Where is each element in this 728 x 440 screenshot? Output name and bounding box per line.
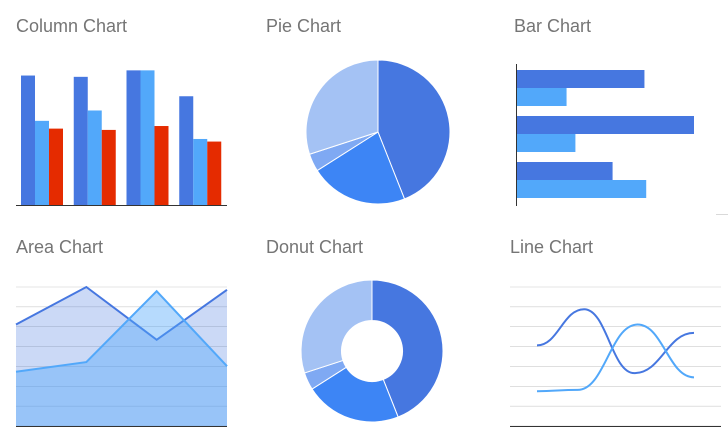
bar-bar	[517, 70, 645, 88]
column-bar	[101, 129, 116, 205]
column-bar	[21, 75, 35, 206]
bar-bar	[517, 88, 567, 106]
column-bar	[193, 138, 208, 205]
area-line	[15, 285, 228, 342]
column-chart-title: Column Chart	[16, 16, 128, 36]
area-fill	[16, 287, 227, 426]
bar-bar	[517, 134, 576, 152]
bar-bar	[517, 180, 647, 198]
column-chart[interactable]	[16, 60, 230, 210]
divider	[716, 214, 728, 215]
series-line	[536, 323, 695, 393]
bar-chart-title: Bar Chart	[514, 16, 592, 36]
series-line	[536, 308, 695, 375]
bar-bar	[517, 116, 694, 134]
area-chart[interactable]	[15, 280, 228, 430]
donut-slice	[300, 279, 373, 374]
line-chart-title: Line Chart	[510, 237, 594, 257]
pie-slice	[305, 59, 379, 155]
pie-slice	[316, 131, 406, 205]
donut-chart-title: Donut Chart	[266, 237, 364, 257]
donut-slice	[371, 279, 444, 418]
column-bar	[154, 126, 169, 205]
column-bar	[179, 96, 194, 205]
donut-chart[interactable]	[297, 279, 447, 430]
bar-chart[interactable]	[513, 60, 713, 210]
area-fill	[16, 291, 227, 426]
column-bar	[73, 76, 88, 205]
line-chart[interactable]	[510, 280, 722, 430]
bar-bar	[517, 162, 613, 180]
pie-chart[interactable]	[303, 59, 453, 210]
pie-slice	[377, 59, 451, 200]
column-bar	[87, 110, 102, 205]
column-bar	[126, 70, 141, 205]
pie-chart-title: Pie Chart	[266, 16, 342, 36]
column-bar	[35, 120, 49, 205]
column-bar	[207, 141, 222, 205]
column-bar	[140, 70, 155, 205]
area-line	[15, 289, 228, 373]
column-bar	[49, 128, 63, 205]
area-chart-title: Area Chart	[16, 237, 104, 257]
